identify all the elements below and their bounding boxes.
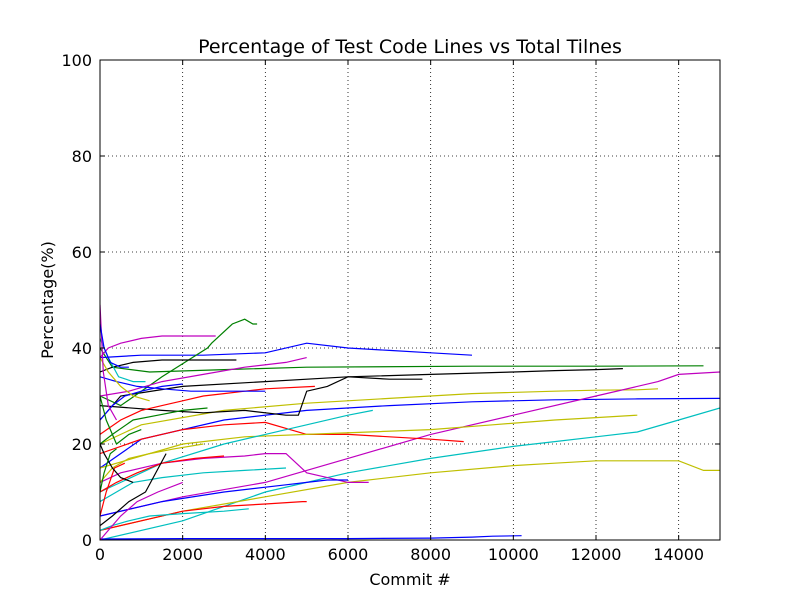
- x-tick-label: 14000: [653, 545, 704, 564]
- chart-title: Percentage of Test Code Lines vs Total T…: [198, 36, 622, 58]
- series-line-18: [100, 359, 237, 373]
- series-line-2: [100, 388, 659, 445]
- series-line-22: [100, 407, 208, 445]
- series-line-30: [100, 395, 142, 445]
- series-line-1: [100, 368, 623, 421]
- x-tick-label: 0: [95, 545, 105, 564]
- series-line-27: [100, 453, 167, 527]
- x-tick-label: 8000: [410, 545, 451, 564]
- series-line-29: [100, 481, 183, 540]
- series-line-24: [100, 443, 204, 483]
- x-tick-label: 2000: [162, 545, 203, 564]
- series-line-10: [100, 421, 464, 455]
- series-line-7: [100, 342, 473, 359]
- series-line-31: [100, 357, 150, 402]
- series-layer: [100, 304, 720, 540]
- series-line-11: [100, 414, 638, 469]
- series-line-0: [100, 347, 704, 373]
- series-line-35: [100, 304, 118, 421]
- plot-frame: [99, 59, 721, 541]
- series-line-13: [100, 453, 369, 483]
- x-tick-label: 12000: [571, 545, 622, 564]
- x-tick-label: 10000: [488, 545, 539, 564]
- x-tick-label: 6000: [328, 545, 369, 564]
- series-line-14: [100, 479, 348, 517]
- series-line-34: [100, 443, 134, 483]
- y-tick-label: 40: [72, 339, 92, 358]
- series-line-6: [100, 460, 720, 531]
- y-tick-label: 80: [72, 147, 92, 166]
- series-line-9: [100, 376, 423, 416]
- tick-layer: 0 2000 4000 6000 8000 10000 12000 14000 0 20 40 60 8…: [61, 51, 720, 564]
- series-line-37: [100, 448, 117, 493]
- y-tick-label: 20: [72, 435, 92, 454]
- y-tick-label: 60: [72, 243, 92, 262]
- y-tick-label: 100: [61, 51, 92, 70]
- y-tick-label: 0: [82, 531, 92, 550]
- series-line-17: [100, 335, 216, 358]
- x-tick-label: 4000: [245, 545, 286, 564]
- series-line-32: [100, 462, 126, 517]
- series-line-20: [100, 467, 287, 503]
- series-line-15: [100, 501, 307, 531]
- y-axis-label: Percentage(%): [38, 241, 57, 359]
- x-axis-label: Commit #: [369, 570, 450, 589]
- series-line-26: [100, 455, 225, 493]
- series-line-16: [100, 535, 522, 540]
- series-line-19: [100, 385, 315, 435]
- series-line-4: [100, 371, 720, 517]
- series-line-36: [100, 323, 129, 368]
- series-line-21: [100, 357, 307, 397]
